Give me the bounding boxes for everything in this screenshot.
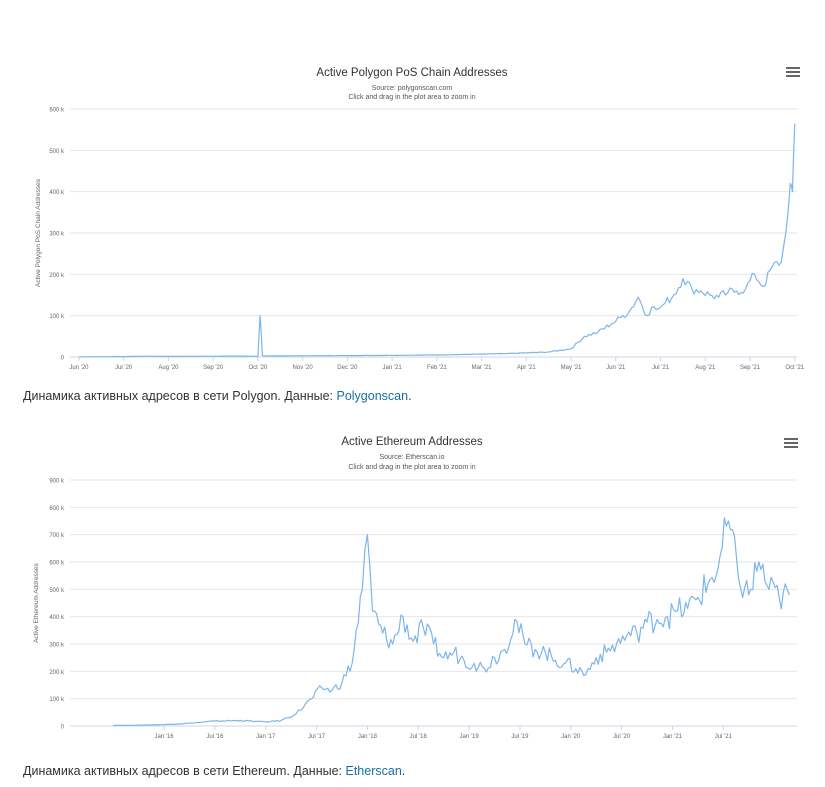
x-tick-label: Dec '20 [337,365,358,371]
x-tick-label: Jan '21 [663,734,683,740]
y-tick-label: 200 k [49,273,65,279]
y-tick-label: 400 k [49,615,65,621]
polygon-caption: Динамика активных адресов в сети Polygon… [23,389,412,403]
x-tick-label: Oct '20 [248,365,267,371]
polygon-chart[interactable]: Active Polygon PoS Chain Addresses Source… [0,55,825,380]
y-tick-label: 500 k [49,149,65,155]
chart-zoom-hint: Click and drag in the plot area to zoom … [348,94,475,101]
y-tick-label: 400 k [49,190,65,196]
y-axis-label: Active Polygon PoS Chain Addresses [35,178,42,287]
y-tick-label: 700 k [49,533,65,539]
y-tick-label: 0 [61,356,65,362]
x-tick-label: Mar '21 [472,365,492,371]
x-tick-label: Jul '21 [715,734,733,740]
y-tick-label: 0 [61,725,65,731]
ethereum-chart-container: Active Ethereum Addresses Source: Ethersc… [0,425,825,755]
chart-source: Source: Etherscan.io [380,454,445,461]
x-tick-label: Jul '20 [613,734,631,740]
x-tick-label: Jul '20 [115,365,133,371]
x-tick-label: Jul '16 [206,734,224,740]
x-tick-label: Jul '18 [410,734,428,740]
polygon-chart-container: Active Polygon PoS Chain Addresses Source… [0,55,825,380]
caption-suffix: . [408,389,412,403]
etherscan-link[interactable]: Etherscan [345,764,402,778]
y-tick-label: 600 k [49,108,65,114]
ethereum-caption: Динамика активных адресов в сети Ethereu… [23,764,405,778]
x-tick-label: Jan '19 [460,734,480,740]
chart-menu-icon[interactable] [784,438,798,450]
x-tick-label: Jan '20 [561,734,581,740]
caption-text: Динамика активных адресов в сети Ethereu… [23,764,346,778]
chart-title: Active Ethereum Addresses [341,436,483,448]
x-tick-label: Jan '17 [256,734,276,740]
y-tick-label: 100 k [49,697,65,703]
x-tick-label: Oct '21 [785,365,804,371]
x-tick-label: Aug '20 [158,365,179,371]
chart-zoom-hint: Click and drag in the plot area to zoom … [348,464,475,471]
x-tick-label: Apr '21 [517,365,536,371]
y-tick-label: 800 k [49,506,65,512]
x-tick-label: Jun '21 [606,365,626,371]
y-tick-label: 600 k [49,561,65,567]
y-tick-label: 900 k [49,479,65,485]
caption-text: Динамика активных адресов в сети Polygon… [23,389,337,403]
series-line [78,123,796,358]
x-tick-label: Jan '21 [383,365,403,371]
x-tick-label: Jan '16 [154,734,174,740]
y-tick-label: 500 k [49,588,65,594]
polygonscan-link[interactable]: Polygonscan [336,389,409,403]
chart-source: Source: polygonscan.com [372,85,453,92]
y-tick-label: 300 k [49,643,65,649]
caption-suffix: . [401,764,406,778]
x-tick-label: Jul '19 [511,734,529,740]
x-tick-label: Jul '21 [652,365,670,371]
y-tick-label: 100 k [49,314,65,320]
chart-title: Active Polygon PoS Chain Addresses [316,67,507,79]
x-tick-label: Feb '21 [427,365,447,371]
x-tick-label: Aug '21 [695,365,716,371]
x-tick-label: Jan '18 [358,734,378,740]
x-tick-label: May '21 [561,365,582,371]
y-tick-label: 200 k [49,670,65,676]
y-axis-label: Active Ethereum Addresses [33,562,40,643]
x-tick-label: Nov '20 [293,365,314,371]
series-line [113,517,790,727]
ethereum-chart[interactable]: Active Ethereum Addresses Source: Ethersc… [0,425,825,755]
x-tick-label: Sep '20 [203,365,224,371]
x-tick-label: Jun '20 [69,365,89,371]
x-tick-label: Sep '21 [740,365,761,371]
y-tick-label: 300 k [49,232,65,238]
chart-menu-icon[interactable] [786,67,800,79]
x-tick-label: Jul '17 [308,734,326,740]
